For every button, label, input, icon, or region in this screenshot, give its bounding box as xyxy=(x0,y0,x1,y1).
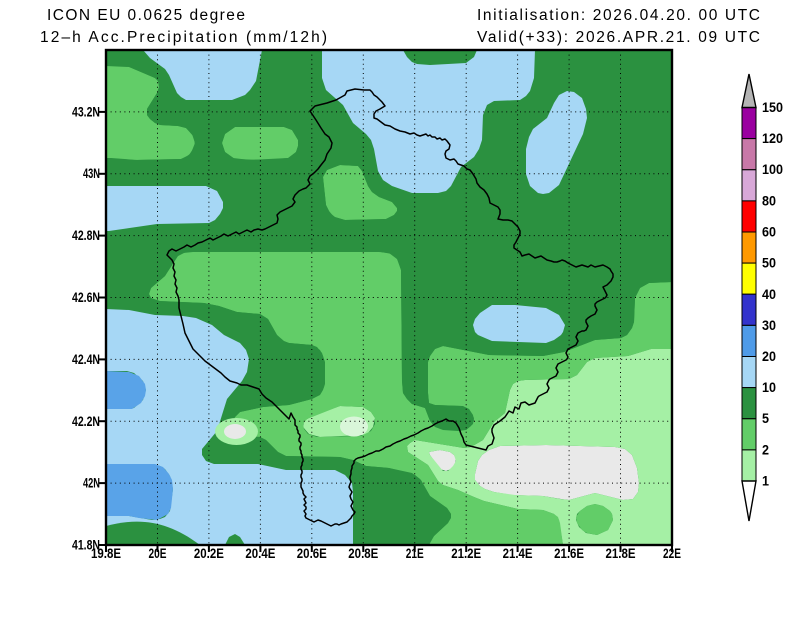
svg-text:5: 5 xyxy=(762,411,769,426)
svg-text:43.2N: 43.2N xyxy=(72,103,100,119)
svg-text:21E: 21E xyxy=(406,545,424,561)
svg-text:20.2E: 20.2E xyxy=(194,545,224,561)
svg-text:42.2N: 42.2N xyxy=(72,413,100,429)
svg-text:20.4E: 20.4E xyxy=(245,545,275,561)
svg-text:20.8E: 20.8E xyxy=(348,545,378,561)
svg-text:19.8E: 19.8E xyxy=(91,545,121,561)
svg-text:40: 40 xyxy=(762,287,776,302)
svg-text:42.8N: 42.8N xyxy=(72,227,100,243)
svg-text:42.4N: 42.4N xyxy=(72,351,100,367)
svg-text:80: 80 xyxy=(762,193,776,208)
svg-text:41.8N: 41.8N xyxy=(72,537,100,553)
svg-text:42.6N: 42.6N xyxy=(72,289,100,305)
svg-text:50: 50 xyxy=(762,256,776,271)
svg-text:10: 10 xyxy=(762,380,776,395)
svg-text:150: 150 xyxy=(762,100,783,115)
svg-text:20.6E: 20.6E xyxy=(297,545,327,561)
svg-text:20E: 20E xyxy=(149,545,167,561)
svg-text:22E: 22E xyxy=(663,545,681,561)
svg-text:20: 20 xyxy=(762,349,776,364)
svg-text:100: 100 xyxy=(762,162,783,177)
svg-text:21.2E: 21.2E xyxy=(451,545,481,561)
svg-text:21.8E: 21.8E xyxy=(606,545,636,561)
svg-text:30: 30 xyxy=(762,318,776,333)
svg-text:Valid(+33): 2026.APR.21. 09 UT: Valid(+33): 2026.APR.21. 09 UTC xyxy=(477,29,760,46)
svg-text:2: 2 xyxy=(762,442,769,457)
svg-text:12–h Acc.Precipitation (mm/12h: 12–h Acc.Precipitation (mm/12h) xyxy=(40,29,327,46)
svg-text:ICON EU 0.0625 degree: ICON EU 0.0625 degree xyxy=(47,7,245,24)
svg-text:1: 1 xyxy=(762,474,769,489)
svg-text:42N: 42N xyxy=(83,475,100,491)
svg-text:120: 120 xyxy=(762,131,783,146)
svg-text:43N: 43N xyxy=(83,165,100,181)
svg-text:21.4E: 21.4E xyxy=(503,545,533,561)
svg-text:21.6E: 21.6E xyxy=(554,545,584,561)
svg-text:60: 60 xyxy=(762,225,776,240)
